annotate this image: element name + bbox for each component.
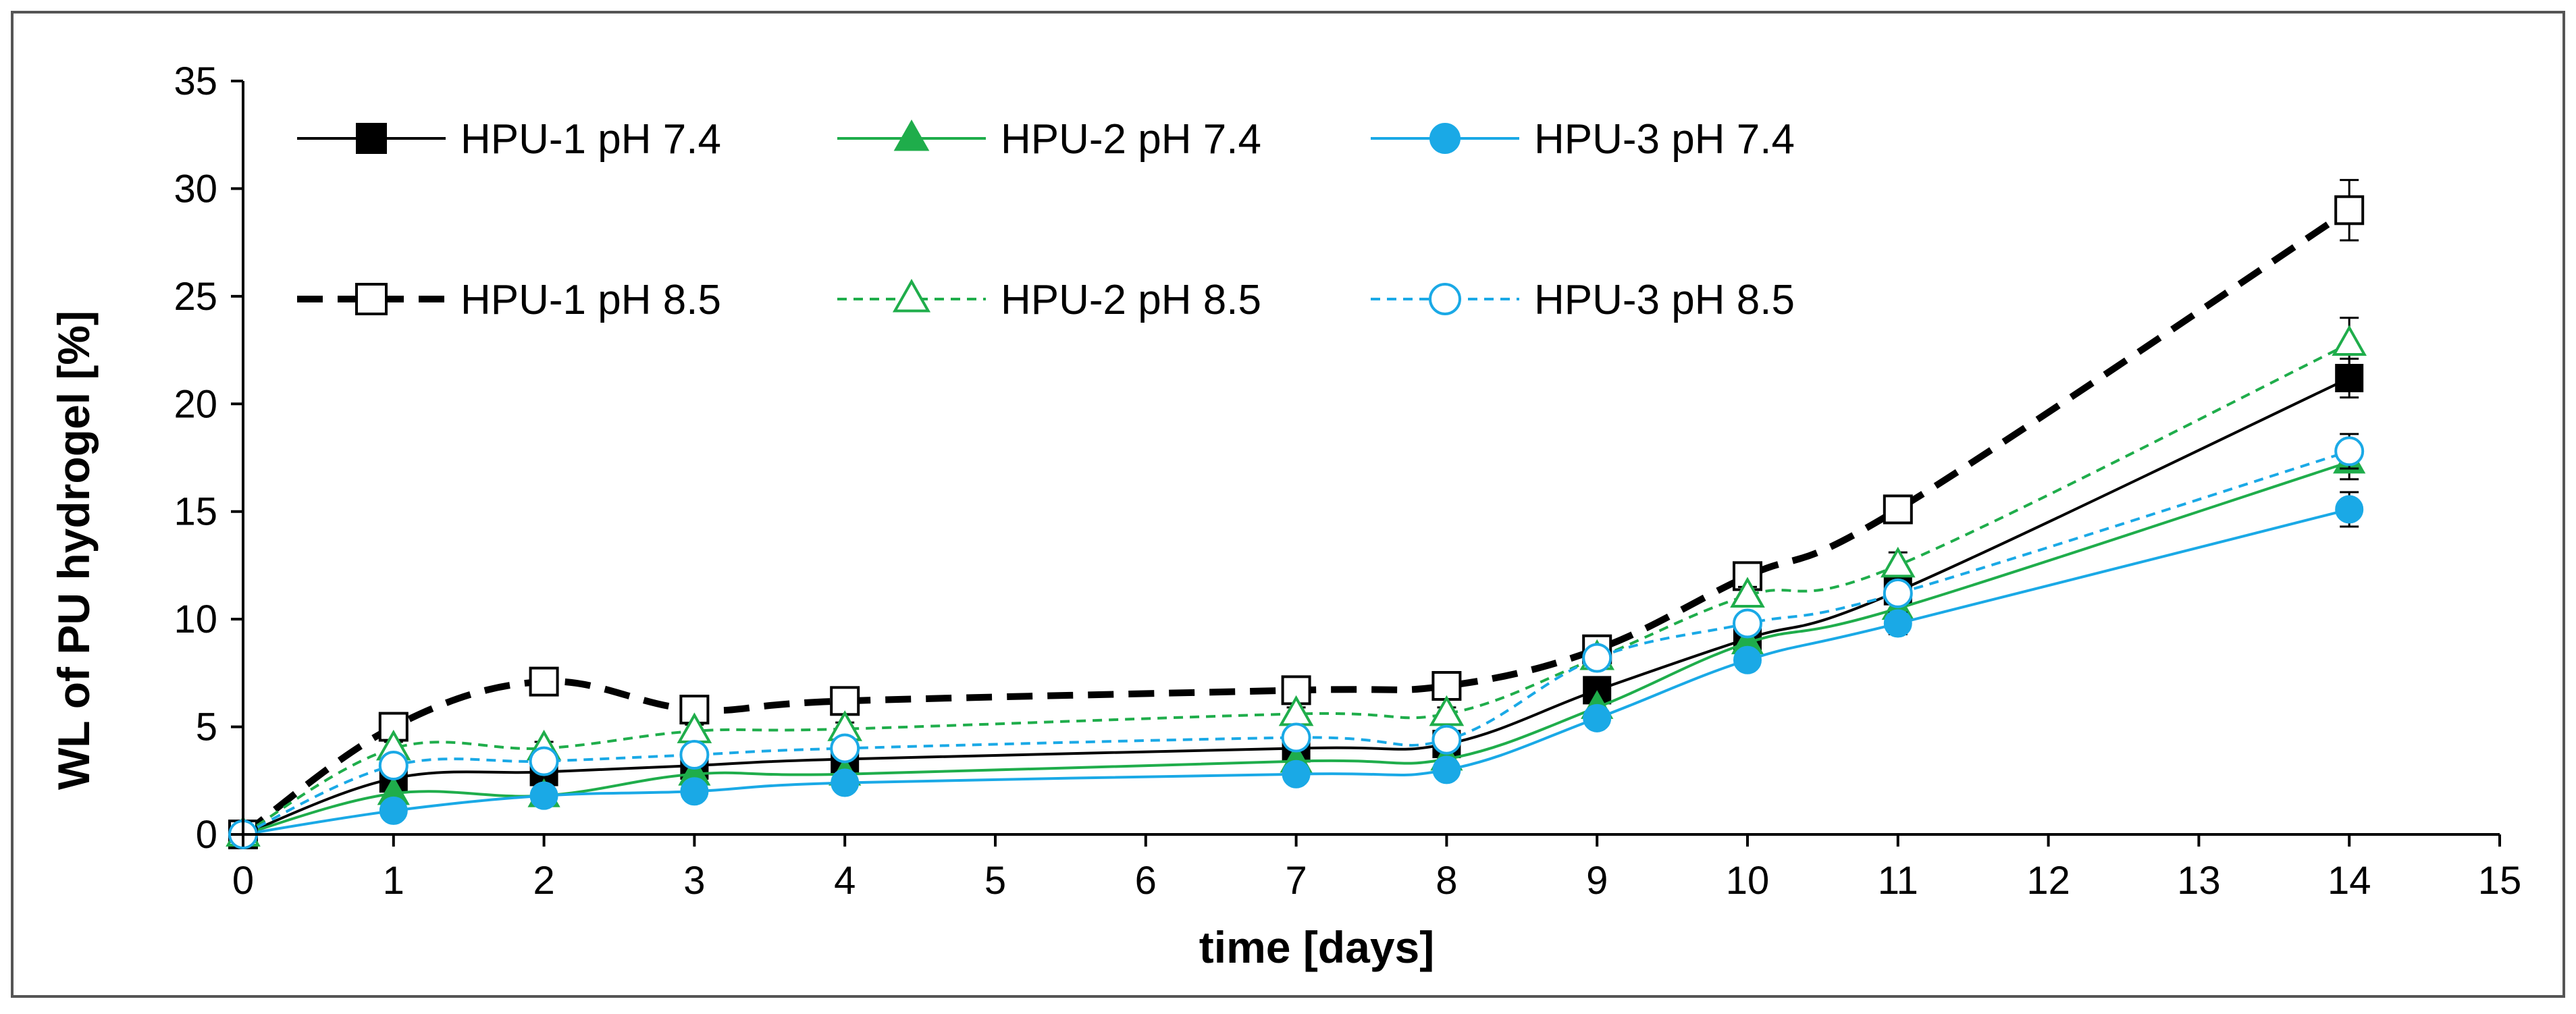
y-tick-label: 20 bbox=[174, 382, 217, 426]
data-point bbox=[378, 750, 409, 780]
data-point bbox=[1583, 703, 1612, 732]
x-axis-title: time [days] bbox=[1199, 922, 1434, 972]
y-tick-label: 30 bbox=[174, 167, 217, 211]
legend-marker bbox=[356, 123, 387, 154]
legend-label: HPU-1 pH 7.4 bbox=[461, 116, 721, 163]
y-axis-title: WL of PU hydrogel [%] bbox=[49, 311, 99, 790]
data-point bbox=[830, 733, 860, 764]
data-point bbox=[1880, 546, 1916, 578]
x-tick-label: 5 bbox=[984, 859, 1006, 903]
series-hpu-3-ph-8-5 bbox=[228, 433, 2365, 849]
y-tick-label: 0 bbox=[196, 813, 217, 857]
x-tick-label: 4 bbox=[834, 859, 856, 903]
legend-entry-hpu-1-ph-8-5: HPU-1 pH 8.5 bbox=[297, 277, 721, 323]
y-tick-label: 15 bbox=[174, 490, 217, 534]
data-point bbox=[1733, 645, 1762, 674]
x-tick-label: 9 bbox=[1586, 859, 1608, 903]
legend-label: HPU-3 pH 7.4 bbox=[1534, 116, 1795, 163]
x-tick-label: 3 bbox=[683, 859, 705, 903]
data-point bbox=[1883, 494, 1913, 525]
y-tick-label: 5 bbox=[196, 705, 217, 749]
x-tick-label: 0 bbox=[232, 859, 254, 903]
data-point bbox=[1282, 759, 1311, 789]
x-tick-label: 2 bbox=[533, 859, 554, 903]
data-point bbox=[1281, 722, 1311, 753]
data-point bbox=[831, 768, 860, 797]
y-tick-label: 25 bbox=[174, 275, 217, 319]
x-tick-label: 1 bbox=[383, 859, 404, 903]
legend-marker bbox=[355, 283, 388, 315]
data-point bbox=[1883, 578, 1913, 608]
data-point bbox=[2334, 436, 2365, 466]
x-tick-label: 7 bbox=[1285, 859, 1307, 903]
legend-entry-hpu-2-ph-7-4: HPU-2 pH 7.4 bbox=[837, 116, 1261, 163]
x-tick-label: 6 bbox=[1135, 859, 1157, 903]
x-tick-label: 12 bbox=[2026, 859, 2070, 903]
legend-marker bbox=[893, 119, 930, 151]
series-hpu-3-ph-7-4 bbox=[229, 491, 2364, 849]
data-point bbox=[379, 796, 408, 825]
x-tick-label: 8 bbox=[1436, 859, 1457, 903]
legend-marker bbox=[1429, 283, 1461, 315]
y-tick-label: 10 bbox=[174, 597, 217, 641]
legend-label: HPU-3 pH 8.5 bbox=[1534, 277, 1795, 323]
legend-marker bbox=[1429, 123, 1461, 154]
data-point bbox=[1429, 695, 1465, 726]
data-point bbox=[680, 777, 709, 806]
legend-entry-hpu-1-ph-7-4: HPU-1 pH 7.4 bbox=[297, 116, 721, 163]
x-tick-label: 10 bbox=[1726, 859, 1770, 903]
x-tick-label: 14 bbox=[2328, 859, 2371, 903]
legend: HPU-1 pH 7.4 HPU-2 pH 7.4 HPU-3 pH 7.4 HPU-… bbox=[297, 116, 1795, 323]
data-point bbox=[1733, 608, 1762, 639]
x-tick-label: 15 bbox=[2478, 859, 2522, 903]
x-tick-label: 11 bbox=[1878, 859, 1918, 903]
legend-marker bbox=[892, 279, 931, 313]
data-point bbox=[1883, 609, 1912, 638]
legend-entry-hpu-3-ph-7-4: HPU-3 pH 7.4 bbox=[1371, 116, 1795, 163]
legend-label: HPU-1 pH 8.5 bbox=[461, 277, 721, 323]
series-line bbox=[242, 450, 2350, 836]
legend-entry-hpu-2-ph-8-5: HPU-2 pH 8.5 bbox=[837, 277, 1261, 323]
legend-label: HPU-2 pH 7.4 bbox=[1001, 116, 1261, 163]
data-point bbox=[2335, 495, 2364, 524]
data-point bbox=[529, 746, 559, 776]
legend-entry-hpu-3-ph-8-5: HPU-3 pH 8.5 bbox=[1371, 277, 1795, 323]
data-point bbox=[1582, 643, 1612, 673]
legend-label: HPU-2 pH 8.5 bbox=[1001, 277, 1261, 323]
data-point bbox=[529, 781, 558, 810]
series-layer bbox=[226, 179, 2367, 849]
data-point bbox=[1431, 724, 1462, 755]
data-point bbox=[2332, 325, 2367, 356]
data-point bbox=[2334, 195, 2365, 225]
chart-frame bbox=[11, 11, 2565, 998]
data-point bbox=[679, 740, 710, 770]
data-point bbox=[1432, 755, 1461, 784]
data-point bbox=[1730, 577, 1765, 608]
x-tick-label: 13 bbox=[2177, 859, 2221, 903]
y-tick-label: 35 bbox=[174, 59, 217, 103]
data-point bbox=[529, 666, 559, 697]
